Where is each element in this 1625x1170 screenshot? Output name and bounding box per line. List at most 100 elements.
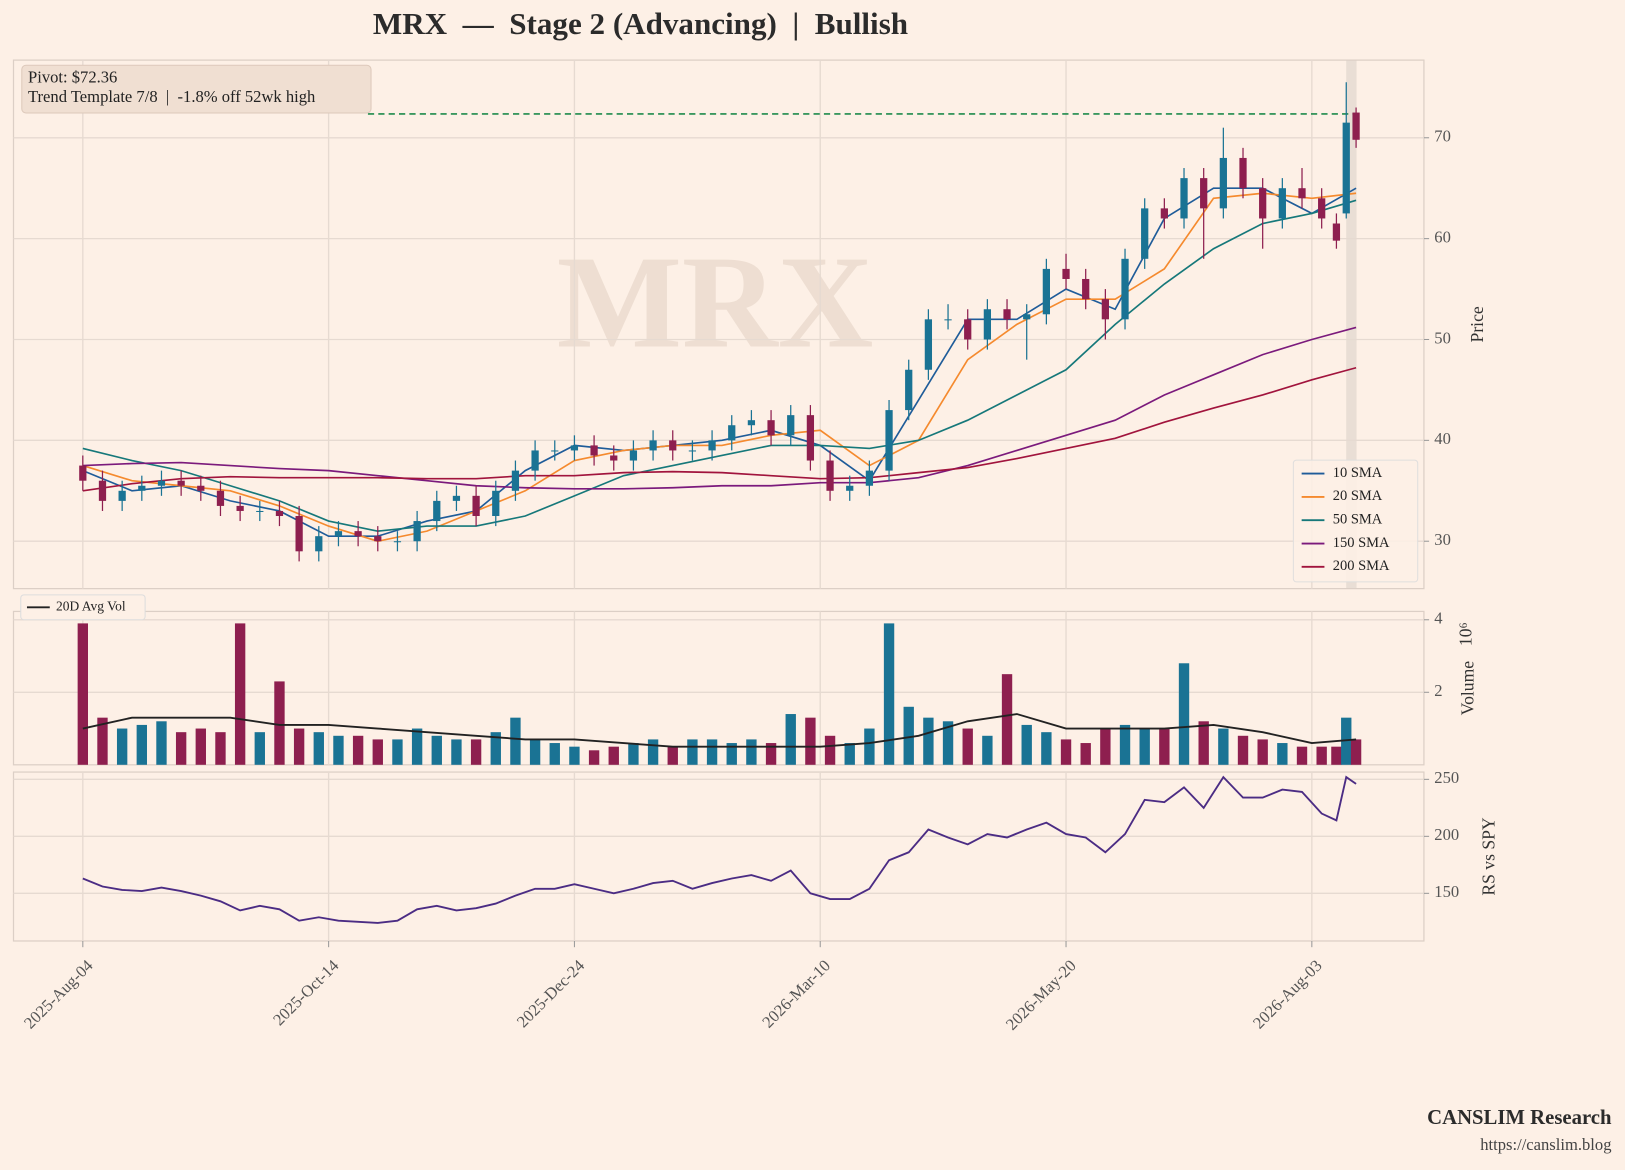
volume-bar [1198,721,1209,765]
volume-bar [903,706,914,765]
volume-bar [1350,739,1362,765]
volume-bar [942,721,954,765]
volume-bar [116,728,128,765]
candle-body [98,480,107,501]
avg-volume-line [82,713,1357,748]
candle-body [865,470,874,486]
candle-body [374,536,382,542]
sma-line [82,192,1357,543]
volume-bar [274,681,285,765]
candle-body [964,319,972,340]
candle-body [708,440,716,451]
candle-body [1062,268,1070,279]
volume-bar [1119,724,1131,765]
candle-body [511,470,520,491]
volume-bar [156,721,167,765]
volume-bar [175,732,187,765]
candle-body [649,440,657,451]
volume-bar [864,728,875,765]
sma-line [82,366,1357,492]
y-tick-label: 70 [1434,127,1451,146]
volume-bar [746,739,757,765]
candle-body [275,510,284,517]
panel-frame [12,59,1425,590]
volume-bar [549,743,560,765]
volume-bar [136,724,147,765]
candle-body [1141,208,1149,259]
candle-body [256,510,264,512]
candle-body [197,485,205,491]
candle-body [1332,223,1341,241]
candle-body [669,440,677,451]
candle-body [472,495,480,517]
volume-bar [293,728,305,765]
candle-body [551,450,559,452]
volume-bar [824,735,836,765]
volume-bar [1316,746,1327,765]
candle-body [295,516,303,552]
candle-body [983,309,992,340]
panel-frame [12,610,1425,766]
volume-bar [529,739,541,765]
candle-body [1121,258,1129,320]
candle-body [354,531,362,537]
volume-bar [1237,735,1249,765]
volume-bar [451,739,462,765]
volume-bar [785,714,796,765]
volume-bar [510,717,521,765]
volume-bar [569,746,580,765]
y-axis-label: Price [1467,306,1487,342]
y-tick-label: 50 [1434,328,1451,347]
candle-body [1101,299,1109,320]
candle-body [924,319,933,370]
candle-body [1352,112,1360,140]
volume-bar [313,732,324,765]
volume-bar [962,728,973,765]
legend-label: 150 SMA [1333,535,1390,551]
candle-body [728,425,736,441]
candle-body [747,420,756,426]
volume-bar [687,739,698,765]
candle-body [334,531,343,537]
candle-body [1200,178,1208,209]
volume-bar [628,743,639,765]
panel-frame [12,771,1425,942]
volume-bar [411,728,423,765]
y-tick-label: 40 [1434,429,1451,448]
volume-bar [1178,663,1190,765]
watermark: MRX [557,229,874,376]
candle-body [1298,188,1306,199]
candle-body [177,480,185,486]
candle-body [79,465,87,481]
candle-body [1219,157,1227,209]
candle-body [688,450,697,452]
legend-label: 20D Avg Vol [56,598,126,613]
candle-body [1042,268,1050,315]
volume-bar [1060,739,1072,765]
volume-bar [1041,732,1052,765]
volume-bar [1001,674,1013,765]
y-tick-label: 250 [1434,768,1459,787]
candle-body [315,536,323,552]
y-tick-label: 2 [1434,681,1442,700]
candle-body [1180,178,1188,219]
footer-brand: CANSLIM Research [1427,1107,1612,1129]
volume-bar [234,623,246,765]
volume-bar [77,623,88,765]
volume-bar [588,750,600,765]
volume-bar [726,743,737,765]
volume-bar [1100,728,1111,765]
candle-body [787,415,795,436]
volume-bar [470,739,482,765]
candle-body [1160,208,1168,219]
footer-url: https://canslim.blog [1480,1135,1611,1154]
volume-bar [1080,743,1091,765]
volume-bar [1218,728,1229,765]
volume-bar [352,735,364,765]
y-tick-label: 150 [1434,882,1459,901]
candle-body [393,541,402,543]
volume-bar [667,746,678,765]
annotation-text: Pivot: $72.36 [28,68,117,87]
volume-bar [1331,746,1342,765]
volume-bar [254,732,265,765]
